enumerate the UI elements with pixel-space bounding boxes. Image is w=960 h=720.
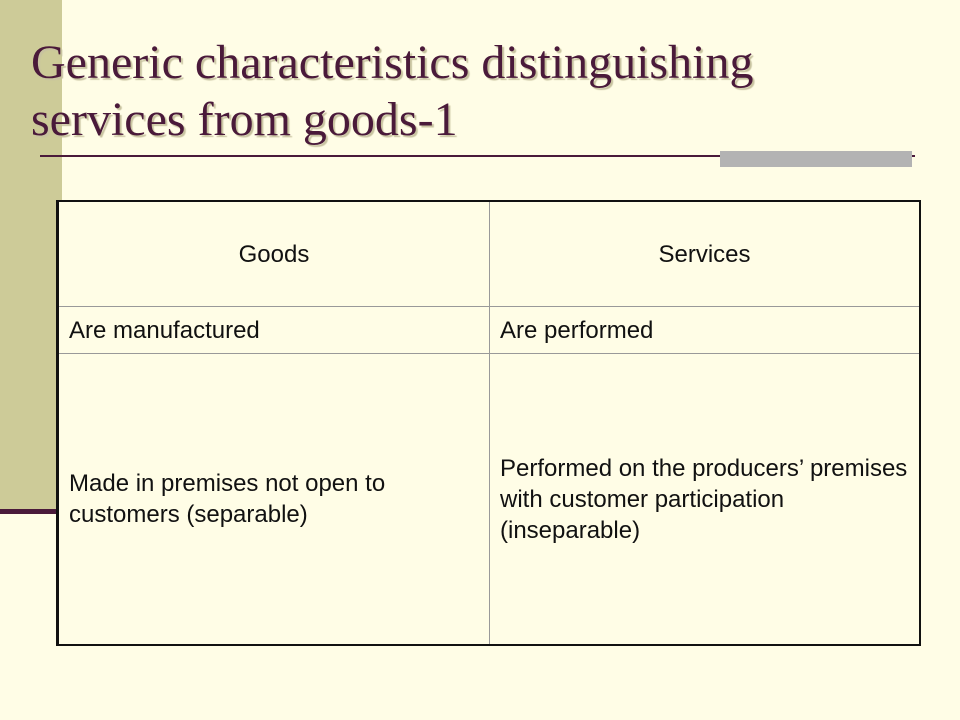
slide-title-line-1: Generic characteristics distinguishing [31,36,754,89]
table-row: Are manufactured Are performed [56,306,921,354]
header-services: Services [489,200,921,307]
slide-title-line-2: services from goods-1 [31,93,458,146]
left-accent-tick [0,509,66,514]
cell-goods: Are manufactured [56,306,490,354]
cell-services: Are performed [489,306,921,354]
cell-services: Performed on the producers’ premises wit… [489,353,921,646]
cell-goods: Made in premises not open to customers (… [56,353,490,646]
title-underline [40,155,915,157]
comparison-table: Goods Services Are manufactured Are perf… [56,200,921,646]
slide-title: Generic characteristics distinguishing s… [31,34,911,148]
header-goods: Goods [56,200,490,307]
table-header-row: Goods Services [56,200,921,307]
title-underline-accent [720,151,912,167]
left-accent-bar [0,0,62,512]
table-row: Made in premises not open to customers (… [56,353,921,646]
